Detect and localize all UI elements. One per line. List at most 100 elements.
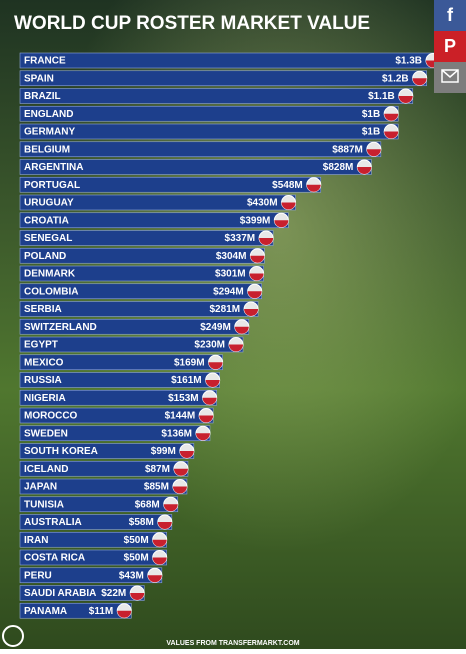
- flag-stripe: [173, 468, 188, 476]
- value-label: $85M: [144, 482, 169, 493]
- category-label: SENEGAL: [24, 233, 72, 244]
- category-label: COSTA RICA: [24, 553, 85, 564]
- flag-stripe: [244, 309, 259, 317]
- value-label: $87M: [145, 464, 170, 475]
- category-label: ICELAND: [24, 464, 68, 475]
- flag-stripe: [229, 344, 244, 352]
- category-label: PERU: [24, 570, 52, 581]
- value-label: $99M: [151, 446, 176, 457]
- logo: [2, 625, 24, 647]
- email-icon: [441, 69, 459, 83]
- flag-stripe: [199, 415, 214, 423]
- value-label: $230M: [194, 340, 225, 351]
- logo-ring: [2, 625, 24, 647]
- category-label: AUSTRALIA: [24, 517, 82, 528]
- flag-stripe: [357, 167, 372, 174]
- value-label: $1.2B: [382, 73, 409, 84]
- category-label: TUNISIA: [24, 499, 64, 510]
- flag-stripe: [412, 78, 427, 86]
- value-label: $887M: [332, 144, 363, 155]
- category-label: IRAN: [24, 535, 48, 546]
- category-label: MOROCCO: [24, 411, 78, 422]
- value-label: $337M: [225, 233, 256, 244]
- bar: [19, 123, 399, 140]
- facebook-button[interactable]: [434, 0, 466, 31]
- category-label: ENGLAND: [24, 109, 73, 120]
- value-label: $161M: [171, 375, 202, 386]
- flag-stripe: [306, 184, 321, 192]
- pinterest-icon: P: [444, 36, 456, 56]
- flag-stripe: [384, 113, 399, 121]
- bar: [19, 88, 414, 104]
- value-label: $50M: [124, 535, 149, 546]
- category-label: BELGIUM: [24, 144, 70, 155]
- category-label: BRAZIL: [24, 91, 61, 102]
- value-label: $249M: [200, 322, 231, 333]
- flag-stripe: [202, 397, 217, 405]
- value-label: $301M: [215, 269, 246, 280]
- value-label: $399M: [240, 215, 271, 226]
- flag-stripe: [249, 273, 264, 281]
- value-label: $304M: [216, 251, 247, 262]
- value-label: $22M: [101, 588, 126, 599]
- value-label: $153M: [168, 393, 199, 404]
- chart-title: WORLD CUP ROSTER MARKET VALUE: [14, 13, 370, 34]
- value-label: $1.3B: [395, 56, 422, 67]
- facebook-icon: f: [447, 5, 454, 25]
- flag-stripe: [130, 593, 145, 600]
- category-label: SOUTH KOREA: [24, 446, 98, 457]
- source: VALUES FROM TRANSFERMARKT.COM: [166, 640, 299, 647]
- flag-stripe: [366, 149, 381, 157]
- flag-stripe: [205, 380, 220, 388]
- flag-stripe: [152, 557, 167, 565]
- flag-stripe: [398, 96, 413, 104]
- value-label: $1B: [362, 127, 380, 138]
- flag-stripe: [147, 575, 162, 583]
- category-label: PORTUGAL: [24, 180, 80, 191]
- category-label: EGYPT: [24, 340, 58, 351]
- bar: [19, 70, 427, 87]
- bar: [19, 141, 382, 158]
- flag-stripe: [274, 220, 289, 228]
- category-label: ARGENTINA: [24, 162, 83, 173]
- flag-stripe: [179, 451, 194, 458]
- value-label: $294M: [213, 286, 244, 297]
- category-label: DENMARK: [24, 269, 76, 280]
- flag-stripe: [172, 486, 187, 494]
- category-label: CROATIA: [24, 215, 69, 226]
- flag-stripe: [157, 522, 172, 530]
- value-label: $828M: [323, 162, 354, 173]
- value-label: $1B: [362, 109, 380, 120]
- category-label: POLAND: [24, 251, 66, 262]
- value-label: $1.1B: [368, 91, 395, 102]
- flag-stripe: [117, 610, 132, 618]
- value-label: $430M: [247, 198, 278, 209]
- email-icon-flap: [441, 69, 459, 78]
- category-label: GERMANY: [24, 127, 75, 138]
- value-label: $281M: [209, 304, 240, 315]
- category-label: SWEDEN: [24, 428, 68, 439]
- flag-stripe: [234, 326, 249, 334]
- category-label: SERBIA: [24, 304, 62, 315]
- bar: [19, 52, 441, 69]
- value-label: $50M: [124, 553, 149, 564]
- category-label: FRANCE: [24, 56, 66, 67]
- category-label: JAPAN: [24, 482, 57, 493]
- category-label: URUGUAY: [24, 198, 74, 209]
- flag-stripe: [247, 291, 262, 299]
- category-label: SPAIN: [24, 73, 54, 84]
- category-label: SWITZERLAND: [24, 322, 97, 333]
- value-label: $68M: [135, 499, 160, 510]
- flag-stripe: [195, 433, 210, 441]
- value-label: $136M: [161, 428, 192, 439]
- category-label: NIGERIA: [24, 393, 66, 404]
- pinterest-button[interactable]: [434, 31, 466, 62]
- flag-stripe: [208, 362, 223, 370]
- value-label: $169M: [174, 357, 205, 368]
- category-label: SAUDI ARABIA: [24, 588, 96, 599]
- category-label: MEXICO: [24, 357, 64, 368]
- flag-stripe: [281, 202, 296, 210]
- category-label: PANAMA: [24, 606, 67, 617]
